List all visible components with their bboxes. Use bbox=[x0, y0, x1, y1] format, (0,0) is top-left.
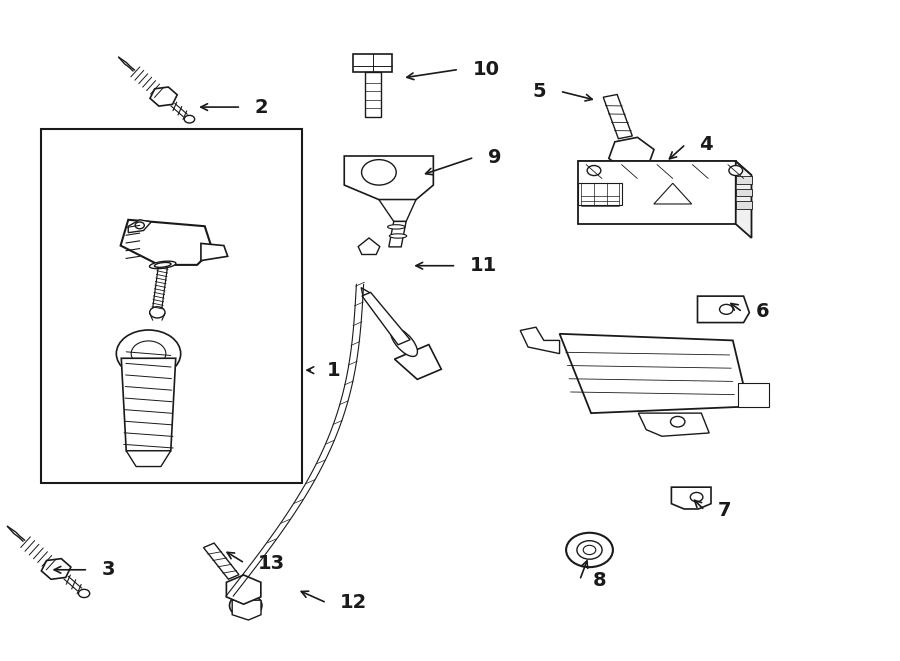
Polygon shape bbox=[736, 161, 752, 238]
Circle shape bbox=[230, 594, 262, 617]
Polygon shape bbox=[608, 137, 654, 171]
Circle shape bbox=[238, 600, 254, 611]
Polygon shape bbox=[560, 334, 749, 413]
Text: 11: 11 bbox=[470, 256, 497, 275]
Polygon shape bbox=[121, 219, 212, 265]
Text: 4: 4 bbox=[699, 135, 713, 153]
Circle shape bbox=[583, 545, 596, 555]
Ellipse shape bbox=[155, 262, 171, 267]
Polygon shape bbox=[653, 183, 691, 204]
Bar bbox=[578, 183, 623, 206]
Circle shape bbox=[577, 541, 602, 559]
Text: 7: 7 bbox=[718, 501, 732, 520]
Text: 1: 1 bbox=[327, 361, 340, 379]
Polygon shape bbox=[520, 327, 560, 354]
Ellipse shape bbox=[388, 225, 405, 229]
Ellipse shape bbox=[391, 328, 418, 356]
Polygon shape bbox=[578, 161, 736, 224]
Circle shape bbox=[78, 590, 90, 598]
Polygon shape bbox=[150, 87, 177, 106]
Polygon shape bbox=[203, 543, 239, 579]
Text: 6: 6 bbox=[756, 303, 770, 321]
Polygon shape bbox=[227, 575, 261, 604]
Polygon shape bbox=[41, 559, 71, 579]
Polygon shape bbox=[698, 296, 750, 323]
Bar bbox=[737, 383, 769, 407]
Circle shape bbox=[184, 116, 194, 123]
Circle shape bbox=[690, 492, 703, 502]
Polygon shape bbox=[201, 243, 228, 260]
Polygon shape bbox=[379, 200, 416, 221]
Polygon shape bbox=[232, 600, 261, 620]
Polygon shape bbox=[394, 344, 441, 379]
Text: 8: 8 bbox=[593, 571, 607, 590]
Circle shape bbox=[149, 307, 165, 318]
Polygon shape bbox=[128, 219, 151, 233]
Text: 13: 13 bbox=[258, 554, 285, 572]
Polygon shape bbox=[389, 221, 406, 247]
Bar bbox=[40, 129, 302, 483]
Polygon shape bbox=[126, 451, 171, 467]
Circle shape bbox=[720, 304, 733, 314]
Text: 5: 5 bbox=[533, 82, 546, 100]
Bar bbox=[353, 54, 392, 72]
Text: 12: 12 bbox=[340, 594, 367, 612]
Text: 9: 9 bbox=[488, 148, 501, 167]
Polygon shape bbox=[578, 161, 752, 175]
Polygon shape bbox=[344, 156, 434, 200]
Polygon shape bbox=[358, 238, 380, 254]
Circle shape bbox=[566, 533, 613, 567]
Circle shape bbox=[587, 165, 601, 176]
Polygon shape bbox=[122, 358, 176, 451]
Ellipse shape bbox=[149, 261, 176, 268]
Polygon shape bbox=[671, 487, 711, 509]
Polygon shape bbox=[603, 95, 633, 139]
Bar bbox=[364, 72, 381, 117]
Polygon shape bbox=[638, 413, 709, 436]
Bar bbox=[736, 202, 752, 209]
Circle shape bbox=[362, 160, 396, 185]
Circle shape bbox=[131, 341, 166, 366]
Circle shape bbox=[670, 416, 685, 427]
Text: 10: 10 bbox=[472, 60, 500, 79]
Circle shape bbox=[135, 222, 144, 229]
Text: 2: 2 bbox=[255, 98, 268, 116]
Polygon shape bbox=[362, 292, 410, 345]
Ellipse shape bbox=[390, 234, 407, 238]
Circle shape bbox=[116, 330, 181, 377]
Circle shape bbox=[729, 165, 742, 176]
Bar bbox=[736, 189, 752, 196]
Text: 3: 3 bbox=[102, 561, 115, 579]
Bar bbox=[736, 176, 752, 184]
